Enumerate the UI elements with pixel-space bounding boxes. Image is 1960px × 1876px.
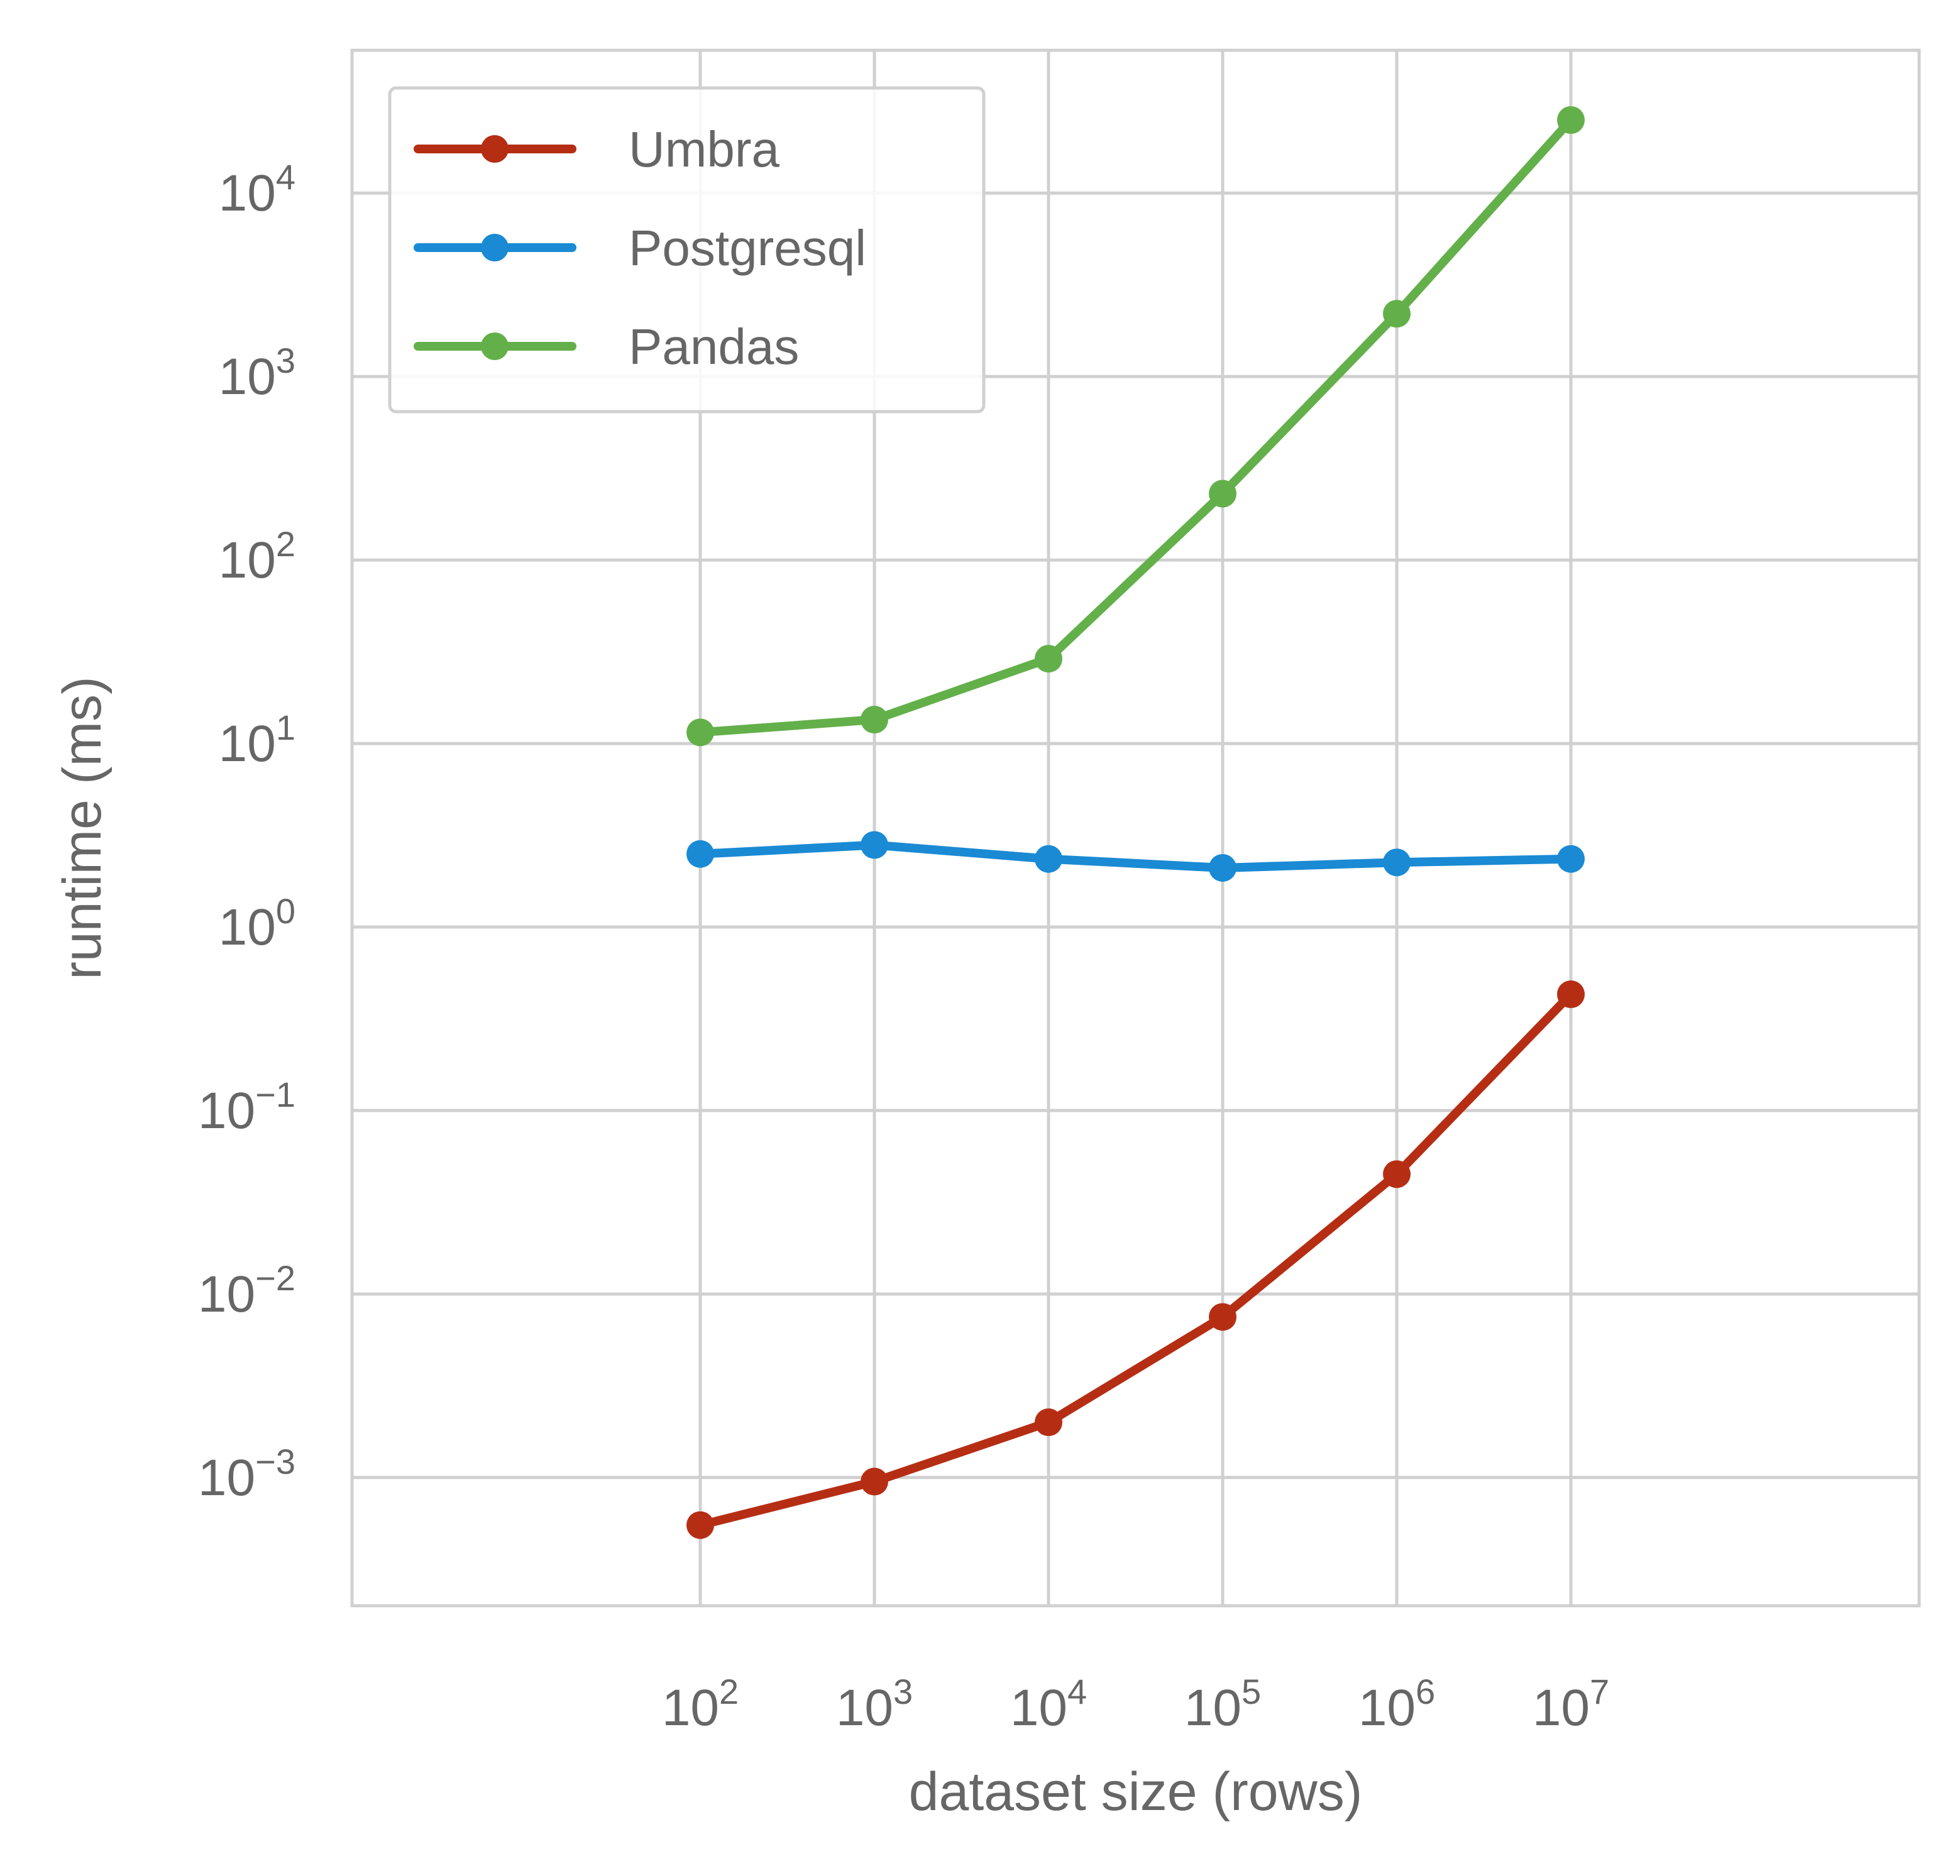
legend-label: Pandas <box>629 319 799 375</box>
grid-lines <box>352 50 1919 1606</box>
data-point-postgresql <box>686 840 714 868</box>
x-axis-label: dataset size (rows) <box>909 1762 1363 1822</box>
plot-area-frame <box>350 48 1921 1608</box>
y-tick-label: 10−3 <box>198 1442 295 1506</box>
x-tick-label: 106 <box>1358 1672 1435 1736</box>
data-point-umbra <box>1209 1303 1236 1331</box>
data-point-umbra <box>1035 1408 1062 1437</box>
y-tick-label: 10−2 <box>198 1258 295 1323</box>
data-point-pandas <box>1209 480 1236 508</box>
x-tick-label: 104 <box>1010 1672 1087 1736</box>
series-umbra <box>686 980 1585 1539</box>
y-tick-label: 104 <box>219 157 295 222</box>
data-point-pandas <box>861 706 888 734</box>
x-tick-label: 107 <box>1533 1672 1609 1736</box>
x-tick-label: 103 <box>836 1672 913 1736</box>
data-point-pandas <box>1035 645 1062 673</box>
data-point-umbra <box>686 1511 714 1539</box>
x-tick-label: 102 <box>662 1672 739 1736</box>
data-point-umbra <box>1383 1160 1411 1188</box>
data-point-pandas <box>1383 300 1411 328</box>
data-point-umbra <box>1557 980 1585 1009</box>
legend-item-postgresql: Postgresql <box>414 220 866 276</box>
series-layer <box>686 106 1585 1539</box>
tick-labels: 102 103 104 105 106 107 10−3 10−2 10−1 100 101 102 1… <box>198 157 1609 1736</box>
legend-box <box>388 86 986 414</box>
y-tick-label: 10−1 <box>198 1075 295 1139</box>
y-axis-label: runtime (ms) <box>52 676 113 980</box>
y-tick-label: 103 <box>219 341 295 405</box>
legend-label: Postgresql <box>629 220 866 276</box>
data-point-umbra <box>861 1467 888 1496</box>
x-tick-label: 105 <box>1184 1672 1261 1736</box>
legend-swatch-marker <box>481 332 509 360</box>
y-tick-label: 100 <box>219 891 295 956</box>
data-point-pandas <box>1557 106 1585 134</box>
y-tick-label: 102 <box>219 524 295 589</box>
y-tick-label: 101 <box>219 708 295 772</box>
series-line-pandas <box>696 116 1575 737</box>
data-point-pandas <box>686 718 714 747</box>
data-point-postgresql <box>1383 848 1411 877</box>
series-line-postgresql <box>696 840 1575 872</box>
series-line-umbra <box>696 990 1575 1530</box>
legend-swatch-marker <box>481 234 509 261</box>
legend-label: Umbra <box>629 121 780 177</box>
legend-item-pandas: Pandas <box>414 319 799 375</box>
series-postgresql <box>686 831 1585 882</box>
legend-item-umbra: Umbra <box>414 121 780 177</box>
series-pandas <box>686 106 1585 747</box>
data-point-postgresql <box>1209 853 1236 882</box>
legend-swatch-marker <box>481 135 509 163</box>
data-point-postgresql <box>1035 845 1062 873</box>
data-point-postgresql <box>1557 845 1585 873</box>
legend: Umbra Postgresql Pandas <box>388 86 986 414</box>
data-point-postgresql <box>861 831 888 859</box>
